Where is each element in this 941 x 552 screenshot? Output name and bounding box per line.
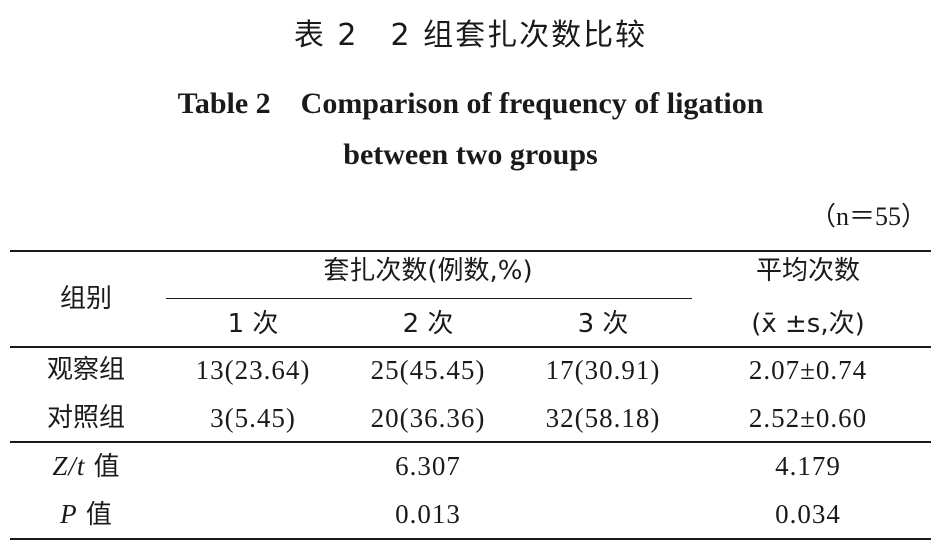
row-col-2: 20(36.36) [370, 403, 486, 433]
row-col-2: 25(45.45) [370, 355, 486, 385]
header-col-3: 3 次 [577, 309, 629, 339]
stat-label: P 值 [60, 499, 112, 530]
stat-label-var: P [60, 499, 78, 529]
row-col-3: 32(58.18) [545, 403, 661, 433]
stat-mean: 0.034 [775, 499, 841, 529]
row-mean: 2.52±0.60 [748, 403, 868, 433]
row-col-3: 17(30.91) [545, 355, 661, 385]
header-col-2: 2 次 [402, 309, 454, 339]
row-mean: 2.07±0.74 [748, 355, 868, 385]
stat-freq: 6.307 [395, 451, 461, 481]
row-col-1: 3(5.45) [210, 403, 296, 433]
header-ligation-count: 套扎次数(例数,%) [323, 256, 533, 286]
header-col-1: 1 次 [227, 309, 279, 339]
table-title-en-line1: Table 2 Comparison of frequency of ligat… [177, 87, 764, 120]
stat-label: Z/t 值 [52, 451, 119, 482]
stat-freq: 0.013 [395, 499, 461, 529]
sample-size-note: （n＝55） [809, 202, 927, 231]
row-col-1: 13(23.64) [195, 355, 311, 385]
header-mean-unit: (x̄ ±s,次) [751, 309, 865, 339]
table-top-rule [10, 250, 931, 252]
table-title-en-line2: between two groups [343, 138, 598, 171]
table-bottom-rule [10, 538, 931, 540]
header-group: 组别 [59, 284, 113, 314]
stat-label-suffix: 值 [77, 500, 112, 530]
stats-divider-rule [10, 441, 931, 443]
header-span-rule [166, 298, 692, 300]
row-group: 观察组 [46, 355, 126, 385]
table-title-zh: 表 2 2 组套扎次数比较 [293, 18, 648, 53]
header-mean: 平均次数 [755, 256, 861, 286]
row-group: 对照组 [46, 403, 126, 433]
stat-label-suffix: 值 [85, 452, 120, 482]
header-bottom-rule [10, 346, 931, 348]
stat-mean: 4.179 [775, 451, 841, 481]
stat-label-var: Z/t [52, 451, 86, 481]
